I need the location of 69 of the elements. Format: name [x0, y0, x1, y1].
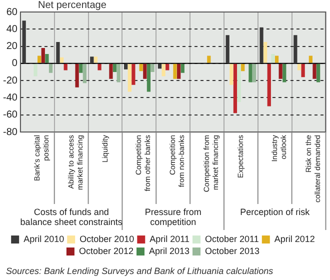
- bar: [233, 64, 238, 114]
- bar: [248, 64, 252, 82]
- bar: [139, 64, 143, 72]
- legend-label: October 2012: [78, 246, 134, 256]
- bar: [150, 64, 154, 72]
- legend-label: April 2012: [274, 234, 315, 244]
- bar: [143, 64, 147, 79]
- bar: [241, 64, 245, 72]
- bar: [180, 64, 184, 73]
- bar: [41, 48, 45, 63]
- bar: [94, 56, 98, 63]
- bar: [112, 64, 117, 72]
- bar: [90, 56, 94, 63]
- bar: [45, 54, 49, 63]
- bar: [252, 64, 256, 82]
- bar: [278, 64, 282, 79]
- bar: [316, 64, 320, 82]
- y-tick-label: -80: [3, 126, 18, 138]
- bar: [162, 64, 166, 76]
- bar: [146, 64, 151, 92]
- bar: [264, 42, 268, 63]
- y-axis-title: Net percentage: [38, 0, 107, 11]
- bar: [260, 27, 264, 63]
- bar: [64, 64, 68, 70]
- bar: [267, 64, 271, 106]
- bar: [132, 64, 136, 85]
- bar: [282, 64, 286, 82]
- bar: [98, 64, 102, 70]
- bar: [128, 64, 132, 92]
- text: Pressure from competition: [144, 206, 202, 227]
- bar: [230, 64, 234, 85]
- y-tick-label: 0: [12, 58, 18, 70]
- bar: [158, 64, 162, 69]
- legend-label: April 2011: [150, 234, 190, 244]
- bar: [79, 64, 83, 73]
- bar: [177, 64, 181, 79]
- source-note: Sources: Bank Lending Surveys and Bank of Lithuania calculations: [5, 266, 274, 276]
- y-tick-label: -60: [3, 110, 18, 121]
- bar: [124, 64, 128, 70]
- legend-label: April 2013: [148, 246, 190, 256]
- y-tick-label: 20: [6, 41, 18, 52]
- bar: [274, 56, 279, 63]
- bar: [38, 56, 42, 63]
- text: Costs of funds and balance sheet constraints: [20, 206, 123, 227]
- bar: [56, 42, 60, 63]
- y-tick-label: 60: [6, 6, 18, 18]
- y-tick-label: 40: [6, 24, 18, 35]
- bar: [308, 56, 312, 63]
- bar: [173, 64, 177, 79]
- bar: [312, 64, 316, 79]
- legend-label: October 2011: [205, 234, 259, 244]
- bar: [207, 56, 211, 63]
- bar: [237, 64, 241, 102]
- bar: [271, 54, 275, 63]
- bar: [297, 64, 302, 70]
- legend-label: October 2013: [205, 246, 260, 256]
- text: Perception of risk: [240, 206, 310, 217]
- y-tick-label: -20: [3, 75, 18, 86]
- bar: [48, 64, 53, 73]
- bar: [60, 57, 64, 63]
- bar: [82, 64, 87, 84]
- bar: [75, 64, 79, 88]
- legend-label: April 2010: [24, 234, 64, 244]
- legend-label: October 2010: [80, 234, 134, 244]
- bar: [116, 64, 120, 82]
- bar: [109, 64, 113, 79]
- y-tick-label: -40: [3, 92, 18, 104]
- bar: [166, 64, 170, 70]
- bar: [301, 64, 305, 78]
